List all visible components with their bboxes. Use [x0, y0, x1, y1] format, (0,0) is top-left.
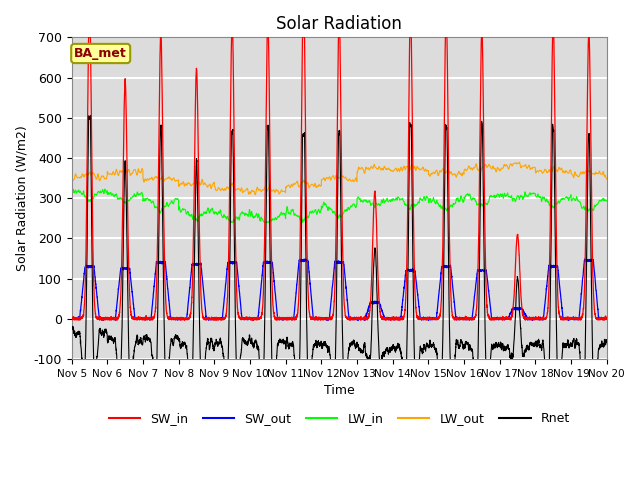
SW_in — [603, 316, 611, 322]
LW_out — [602, 175, 610, 181]
SW_in — [68, 316, 76, 322]
Line: Rnet: Rnet — [72, 116, 607, 367]
Rnet — [429, 339, 437, 345]
SW_out — [68, 316, 76, 322]
SW_out — [490, 317, 497, 323]
LW_in — [101, 186, 109, 192]
LW_out — [603, 176, 611, 182]
LW_out — [459, 170, 467, 176]
LW_in — [490, 193, 497, 199]
LW_out — [490, 164, 497, 169]
Y-axis label: Solar Radiation (W/m2): Solar Radiation (W/m2) — [15, 125, 28, 271]
SW_out — [319, 316, 327, 322]
LW_in — [460, 200, 467, 205]
SW_in — [602, 315, 610, 321]
LW_in — [603, 198, 611, 204]
LW_out — [319, 176, 327, 182]
LW_in — [429, 195, 437, 201]
LW_in — [68, 189, 76, 195]
Line: SW_in: SW_in — [72, 37, 607, 320]
LW_out — [164, 175, 172, 180]
LW_out — [68, 179, 76, 184]
SW_out — [459, 316, 467, 322]
Rnet — [460, 344, 467, 349]
SW_in — [84, 35, 92, 40]
X-axis label: Time: Time — [324, 384, 355, 397]
Rnet — [603, 339, 611, 345]
SW_out — [324, 318, 332, 324]
LW_out — [252, 192, 259, 198]
SW_out — [602, 317, 610, 323]
LW_in — [226, 219, 234, 225]
SW_out — [581, 256, 589, 262]
SW_out — [164, 286, 172, 291]
SW_in — [69, 317, 77, 323]
LW_out — [429, 169, 437, 175]
Legend: SW_in, SW_out, LW_in, LW_out, Rnet: SW_in, SW_out, LW_in, LW_out, Rnet — [104, 407, 575, 430]
Line: LW_in: LW_in — [72, 189, 607, 222]
SW_in — [319, 316, 327, 322]
SW_in — [460, 316, 467, 322]
LW_in — [164, 203, 172, 208]
SW_in — [429, 316, 437, 322]
SW_in — [490, 316, 497, 322]
Rnet — [164, 364, 172, 370]
Rnet — [86, 113, 94, 119]
Line: SW_out: SW_out — [72, 259, 607, 321]
Rnet — [490, 344, 497, 350]
SW_out — [603, 315, 611, 321]
LW_in — [602, 198, 610, 204]
Rnet — [602, 337, 610, 343]
Text: BA_met: BA_met — [74, 47, 127, 60]
Line: LW_out: LW_out — [72, 162, 607, 195]
LW_out — [515, 159, 523, 165]
SW_out — [429, 316, 437, 322]
LW_in — [319, 201, 327, 207]
Rnet — [319, 342, 327, 348]
Rnet — [79, 364, 86, 370]
SW_in — [164, 315, 172, 321]
Title: Solar Radiation: Solar Radiation — [276, 15, 402, 33]
Rnet — [68, 328, 76, 334]
